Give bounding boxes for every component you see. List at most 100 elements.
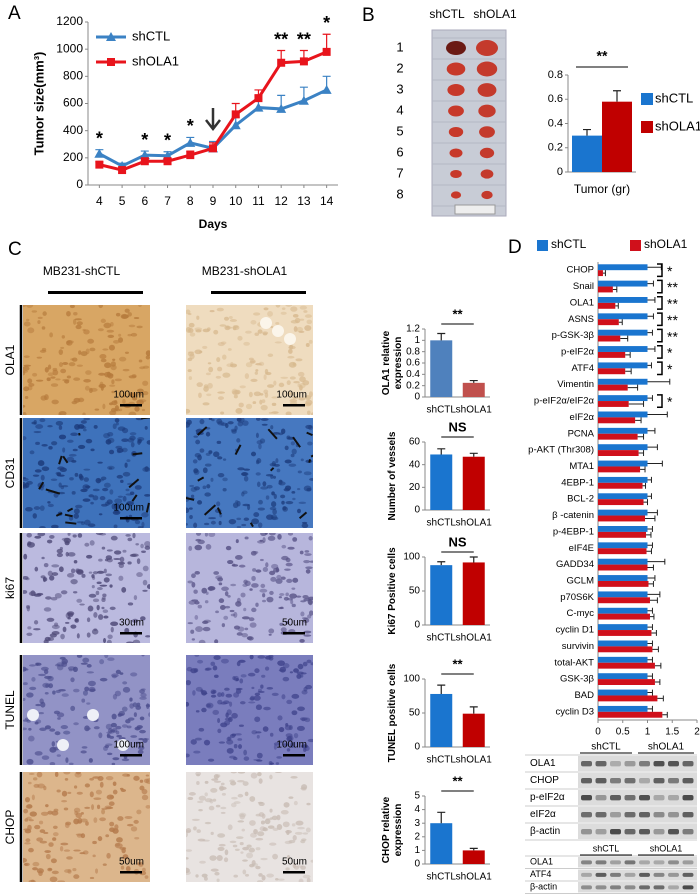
cell: [284, 459, 292, 464]
band: [581, 828, 592, 835]
cell: [36, 356, 43, 359]
cell: [241, 828, 245, 832]
cell: [241, 523, 247, 527]
vessel: [62, 455, 69, 464]
cell: [303, 634, 312, 637]
cell: [309, 478, 313, 481]
error-bar: [651, 630, 657, 636]
band: [668, 828, 679, 835]
cell: [58, 425, 63, 430]
point: [118, 166, 127, 175]
photo-row-label: 2: [396, 60, 403, 75]
band: [639, 885, 650, 890]
y-tick-label: 0.2: [548, 142, 563, 154]
vessel: [216, 507, 222, 515]
cell: [40, 474, 45, 481]
cell: [304, 325, 312, 331]
cell: [304, 550, 310, 553]
cell: [116, 474, 124, 479]
cell: [74, 423, 81, 430]
cell: [286, 578, 293, 584]
cell: [86, 632, 91, 638]
cell: [79, 852, 86, 855]
y-tick-label: β -catenin: [552, 510, 594, 521]
cell: [92, 488, 100, 492]
x-tick-label: shOLA1: [456, 405, 493, 416]
cell: [195, 772, 202, 776]
cell: [273, 744, 277, 750]
cell: [141, 521, 145, 528]
y-tick-label: total-AKT: [554, 657, 594, 668]
cell: [285, 305, 293, 307]
cell: [204, 821, 212, 825]
y-tick-label: 0: [414, 505, 420, 516]
cell: [266, 873, 274, 878]
cell: [68, 362, 76, 367]
cell: [217, 692, 222, 698]
cell: [210, 477, 214, 482]
cell: [308, 599, 313, 606]
x-tick-label: 0.5: [616, 727, 630, 738]
cell: [23, 668, 29, 671]
vessel: [197, 476, 205, 482]
cell: [109, 584, 113, 588]
cell: [269, 506, 277, 511]
point: [276, 103, 287, 113]
cell: [127, 602, 134, 606]
cell: [291, 587, 296, 590]
cell: [240, 674, 247, 678]
cell: [144, 466, 149, 472]
cell: [227, 348, 232, 351]
cell: [212, 665, 218, 671]
significance: *: [141, 130, 148, 150]
band: [639, 777, 650, 784]
cell: [118, 333, 122, 337]
cell: [307, 596, 313, 601]
cell: [309, 560, 313, 563]
significance-bracket: [657, 328, 663, 343]
cell: [307, 410, 311, 415]
cell: [304, 314, 312, 318]
cell: [129, 432, 137, 436]
cell: [208, 586, 214, 592]
cell: [60, 633, 65, 640]
significance: **: [597, 48, 608, 64]
cell: [193, 589, 198, 594]
cell: [31, 310, 38, 313]
tumor: [448, 105, 464, 117]
cell: [189, 353, 195, 360]
cell: [96, 804, 101, 810]
cell: [122, 495, 127, 502]
cell: [119, 846, 127, 850]
cell: [222, 372, 231, 378]
cell: [223, 615, 229, 620]
cell: [63, 772, 71, 775]
x-tick-label: 5: [119, 194, 126, 208]
band: [610, 811, 621, 818]
band: [595, 885, 607, 890]
cell: [248, 391, 253, 398]
cell: [289, 376, 296, 380]
cell: [260, 404, 268, 411]
cell: [280, 627, 287, 632]
cell: [303, 471, 312, 476]
cell: [26, 758, 34, 765]
blot-row-label: OLA1: [530, 758, 556, 769]
cell: [225, 712, 229, 718]
cell: [71, 357, 78, 362]
bar: [598, 482, 643, 489]
bar: [598, 548, 647, 555]
cell: [212, 798, 217, 802]
band: [610, 794, 621, 801]
cell: [269, 570, 276, 576]
cell: [37, 460, 45, 467]
cell: [195, 439, 201, 445]
cell: [82, 498, 91, 502]
cell: [107, 657, 115, 661]
bar: [598, 673, 648, 680]
cell: [37, 533, 46, 537]
significance: *: [667, 345, 673, 361]
cell: [110, 626, 114, 633]
cell: [72, 448, 78, 452]
cell: [268, 655, 274, 658]
